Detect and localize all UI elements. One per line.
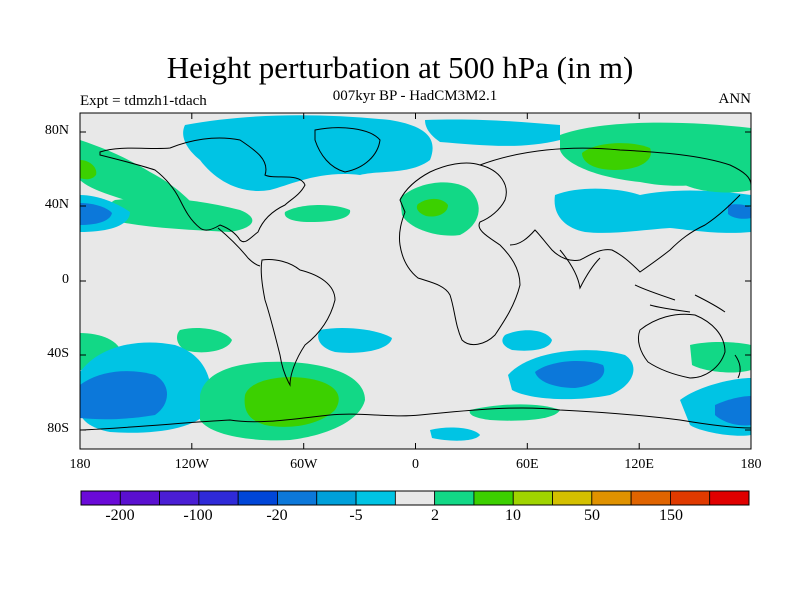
colorbar-frame (80, 490, 750, 506)
latitude-label: 80S (47, 421, 69, 436)
chart-title: Height perturbation at 500 hPa (in m) (166, 50, 634, 85)
colorbar-box (394, 490, 436, 506)
north-pacific-east-positive-region (685, 157, 751, 193)
longitude-label: 60E (516, 457, 539, 472)
colorbar-box (159, 490, 200, 506)
axis-ticks (79, 113, 752, 449)
longitude-label: 0 (412, 457, 419, 472)
south-america-strong-positive-region (244, 377, 339, 427)
colorbar-boxes (80, 490, 750, 506)
colorbar-box (119, 490, 160, 506)
north-pacific-positive-region (80, 140, 200, 213)
west-pacific-strong-negative-region (728, 204, 751, 219)
north-pacific-positive-region (108, 198, 253, 232)
colorbar-label: 150 (659, 507, 683, 524)
asia-coastline (479, 147, 751, 273)
chart-subtitle: 007kyr BP - HadCM3M2.1 (332, 88, 498, 104)
asia-negative-region (554, 188, 751, 233)
longitude-label: 60W (290, 457, 318, 472)
europe-strong-positive-region (416, 198, 448, 217)
southwest-pacific-positive-region (690, 341, 751, 373)
antarctic-negative-region (430, 427, 480, 441)
colorbar-label: 10 (505, 507, 521, 524)
latitude-label: 40S (47, 346, 69, 361)
colorbar-box (80, 490, 121, 506)
longitude-label: 180 (69, 457, 91, 472)
indian-ocean-negative-region (502, 330, 552, 351)
colorbar-box (277, 490, 318, 506)
colorbar-box (316, 490, 357, 506)
north-asia-strong-positive-region (582, 143, 651, 170)
colorbar-label: -100 (183, 507, 213, 524)
south-indian-strong-negative-region (535, 360, 605, 388)
greenland-coastline (314, 127, 381, 173)
southeast-asia-islands (634, 284, 726, 313)
atlantic-positive-region (284, 204, 351, 222)
south-pacific-strong-negative-region (80, 371, 168, 420)
colorbar-label: 50 (584, 507, 600, 524)
longitude-label: 120E (624, 457, 654, 472)
colorbar-box (512, 490, 553, 506)
colorbar-box (473, 490, 514, 506)
arctic-negative-region (183, 115, 433, 191)
colorbar-box (552, 490, 593, 506)
season-label: ANN (718, 91, 752, 107)
new-zealand-coastline (734, 354, 741, 379)
central-america-coastline (217, 227, 261, 267)
colorbar-label: -5 (349, 507, 363, 524)
antarctica-coastline (80, 407, 751, 431)
latitude-label: 40N (44, 197, 69, 212)
australia-coastline (637, 313, 726, 379)
longitude-label: 180 (740, 457, 762, 472)
colorbar-box (591, 490, 632, 506)
far-west-positive-region (80, 160, 97, 180)
colorbar (80, 490, 750, 506)
colorbar-box (434, 490, 475, 506)
colorbar-label: 2 (431, 507, 439, 524)
colorbar-box (709, 490, 750, 506)
experiment-label: Expt = tdmzh1-tdach (80, 93, 207, 109)
north-america-coastline (99, 137, 306, 243)
colorbar-box (355, 490, 396, 506)
map-panel (79, 112, 752, 450)
colorbar-box (670, 490, 711, 506)
colorbar-label: -200 (105, 507, 135, 524)
colorbar-box (630, 490, 671, 506)
north-pacific-strong-negative-region (80, 203, 112, 225)
south-america-coastline (260, 259, 336, 387)
colorbar-box (198, 490, 239, 506)
coastlines (80, 127, 751, 431)
arctic-negative-region (425, 119, 560, 146)
latitude-label: 80N (44, 123, 69, 138)
colorbar-label: -20 (266, 507, 288, 524)
south-atlantic-positive-region (177, 328, 232, 353)
longitude-label: 120W (174, 457, 209, 472)
colorbar-box (237, 490, 278, 506)
india-coastline (559, 249, 601, 290)
southeast-pacific-strong-negative-region (715, 396, 751, 426)
south-atlantic-negative-region (318, 327, 392, 353)
latitude-label: 0 (62, 272, 69, 287)
contour-fills (80, 115, 751, 441)
